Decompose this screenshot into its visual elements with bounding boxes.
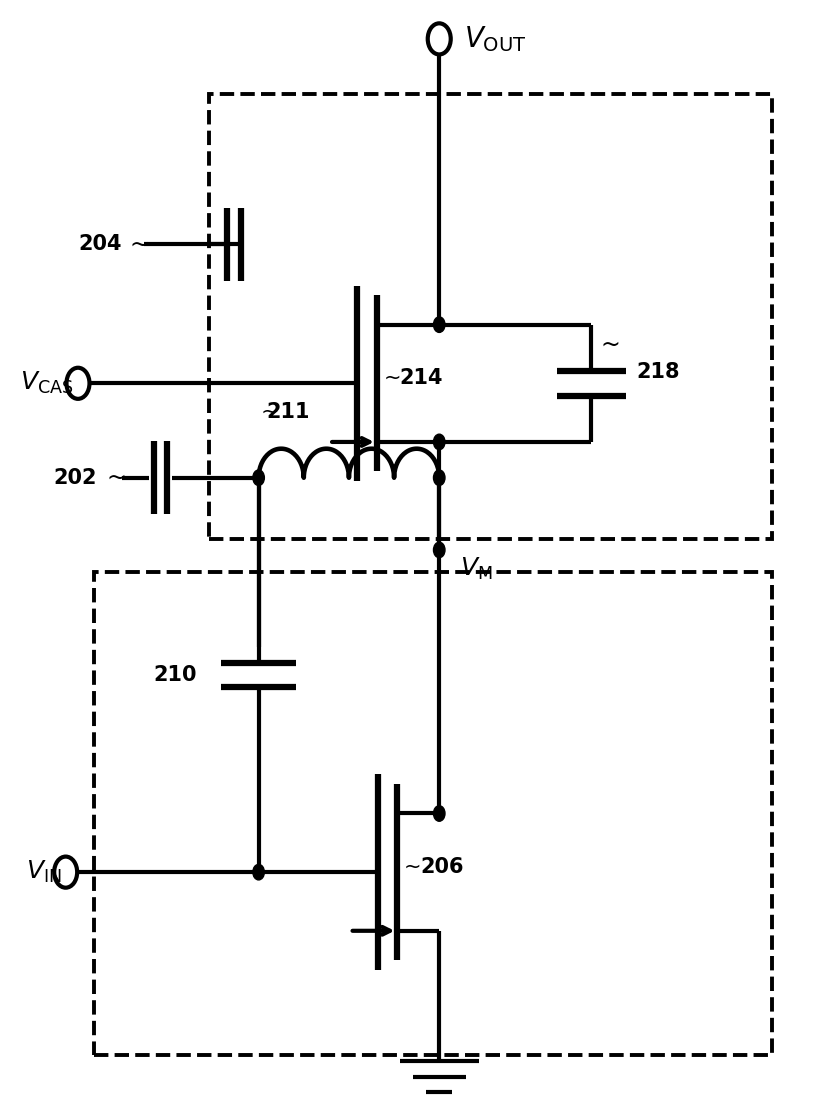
Text: ~: ~ — [260, 402, 279, 422]
Text: $V_{\rm OUT}$: $V_{\rm OUT}$ — [464, 24, 526, 53]
Text: 211: 211 — [267, 402, 310, 422]
Text: 206: 206 — [420, 857, 464, 877]
Text: ~: ~ — [233, 653, 250, 674]
Text: ~: ~ — [130, 232, 149, 257]
Text: $V_{\rm CAS}$: $V_{\rm CAS}$ — [21, 370, 74, 397]
Text: ~: ~ — [107, 466, 126, 490]
Text: ~: ~ — [404, 857, 421, 877]
Circle shape — [433, 317, 445, 332]
Circle shape — [433, 434, 445, 450]
Text: $V_{\rm M}$: $V_{\rm M}$ — [460, 556, 493, 582]
Text: $V_{\rm IN}$: $V_{\rm IN}$ — [26, 859, 62, 885]
Text: 202: 202 — [53, 468, 97, 488]
Circle shape — [433, 542, 445, 558]
Text: ~: ~ — [601, 332, 621, 357]
Circle shape — [253, 864, 264, 880]
Bar — [209, 94, 772, 539]
Text: ~: ~ — [383, 368, 401, 388]
Circle shape — [253, 470, 264, 486]
Bar — [94, 572, 772, 1055]
Text: 204: 204 — [78, 234, 122, 254]
Text: 214: 214 — [400, 368, 443, 388]
Circle shape — [433, 470, 445, 486]
Circle shape — [433, 805, 445, 821]
Text: 210: 210 — [154, 664, 197, 685]
Text: 218: 218 — [636, 362, 680, 382]
